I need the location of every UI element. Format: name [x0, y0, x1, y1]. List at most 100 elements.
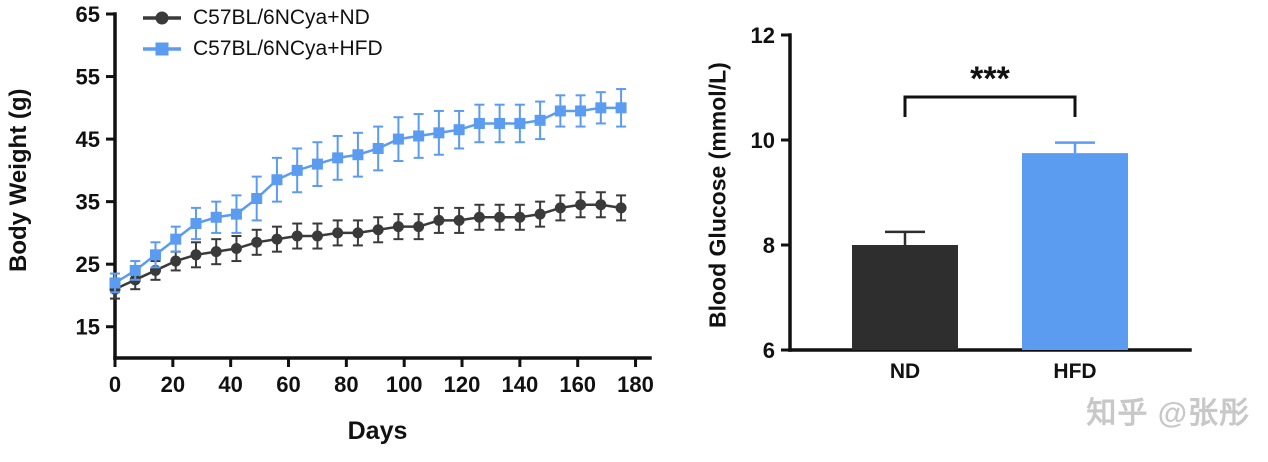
data-point	[149, 249, 161, 261]
data-point	[413, 221, 425, 233]
x-tick-label: 60	[276, 372, 300, 397]
y-tick-label: 8	[763, 233, 775, 258]
significance-bracket: ***	[903, 60, 1077, 117]
series-markers	[109, 102, 627, 289]
error-bar	[885, 230, 925, 245]
data-point	[251, 193, 263, 205]
legend-label-hfd: C57BL/6NCya+HFD	[193, 36, 383, 60]
y-tick-label: 45	[76, 127, 100, 152]
data-point	[514, 117, 526, 129]
data-point	[534, 208, 546, 220]
tick-marks	[106, 12, 638, 367]
legend-item-hfd: C57BL/6NCya+HFD	[140, 35, 383, 62]
series-nd	[109, 191, 627, 300]
data-point	[514, 211, 526, 223]
x-tick-label: 120	[444, 372, 481, 397]
series-line	[114, 203, 622, 291]
days-x-axis-label: Days	[347, 417, 408, 445]
data-point	[129, 264, 141, 276]
tick-labels: 6 8 10 12 ND HFD	[751, 23, 1097, 383]
data-point	[534, 114, 546, 126]
data-point	[230, 243, 242, 255]
data-point	[170, 255, 182, 267]
legend: C57BL/6NCya+ND C57BL/6NCya+HFD	[140, 4, 383, 62]
data-point	[453, 214, 465, 226]
data-point	[575, 199, 587, 211]
data-point	[554, 202, 566, 214]
nd-line-circle-marker-icon	[143, 11, 181, 24]
data-point	[372, 224, 384, 236]
error-bar	[1055, 141, 1095, 154]
data-point	[392, 133, 404, 145]
data-point	[332, 227, 344, 239]
series-hfd	[109, 88, 627, 294]
data-point	[109, 277, 121, 289]
data-point	[595, 102, 607, 114]
data-point	[494, 117, 506, 129]
data-point	[210, 211, 222, 223]
data-point	[271, 174, 283, 186]
bar-hfd	[1022, 153, 1128, 350]
data-point	[251, 236, 263, 248]
data-point	[230, 208, 242, 220]
y-tick-label: 10	[751, 128, 775, 153]
bar-nd	[852, 245, 958, 350]
watermark: 知乎 @张彤	[1086, 397, 1250, 430]
y-tick-label: 25	[76, 252, 100, 277]
data-point	[190, 249, 202, 261]
data-point	[311, 230, 323, 242]
legend-label-nd: C57BL/6NCya+ND	[193, 5, 370, 29]
tick-marks	[781, 33, 790, 352]
data-point	[170, 233, 182, 245]
data-point	[473, 211, 485, 223]
data-point	[615, 102, 627, 114]
blood-glucose-bar-chart: 6 8 10 12 ND HFD ***	[751, 23, 1192, 383]
data-point	[413, 130, 425, 142]
tick-labels: 15 25 35 45 55 65 0 20 40 60 80 100 120 140 160 180	[76, 2, 654, 397]
data-point	[494, 211, 506, 223]
y-tick-label: 65	[76, 2, 100, 27]
data-point	[210, 246, 222, 258]
x-tick-label: 160	[559, 372, 596, 397]
data-point	[433, 127, 445, 139]
data-point	[291, 230, 303, 242]
x-tick-label: 100	[386, 372, 423, 397]
bar-category-label: ND	[890, 360, 920, 383]
x-tick-label: 40	[218, 372, 242, 397]
data-point	[392, 221, 404, 233]
data-point	[352, 227, 364, 239]
data-point	[433, 214, 445, 226]
y-tick-label: 6	[763, 338, 775, 363]
body-weight-line-chart: 15 25 35 45 55 65 0 20 40 60 80 100 120 140 160 180	[76, 2, 654, 397]
data-point	[352, 149, 364, 161]
data-point	[332, 152, 344, 164]
series-markers	[109, 199, 627, 295]
data-point	[615, 202, 627, 214]
data-point	[554, 105, 566, 117]
significance-label: ***	[970, 60, 1010, 98]
y-tick-label: 35	[76, 190, 100, 215]
axes	[113, 12, 652, 360]
data-point	[473, 117, 485, 129]
data-point	[291, 164, 303, 176]
data-point	[372, 142, 384, 154]
data-point	[311, 158, 323, 170]
legend-item-nd: C57BL/6NCya+ND	[140, 4, 383, 31]
x-tick-label: 20	[161, 372, 185, 397]
hfd-line-square-marker-icon	[143, 42, 181, 55]
y-tick-label: 15	[76, 315, 100, 340]
y-tick-label: 12	[751, 23, 775, 48]
y-tick-label: 55	[76, 65, 100, 90]
x-tick-label: 0	[109, 372, 121, 397]
error-bars	[110, 191, 627, 300]
data-point	[575, 105, 587, 117]
data-point	[453, 124, 465, 136]
data-point	[595, 199, 607, 211]
data-point	[190, 218, 202, 230]
bar-category-label: HFD	[1053, 360, 1096, 383]
x-tick-label: 80	[334, 372, 358, 397]
data-point	[271, 233, 283, 245]
x-tick-label: 180	[617, 372, 654, 397]
error-bars	[110, 88, 627, 294]
